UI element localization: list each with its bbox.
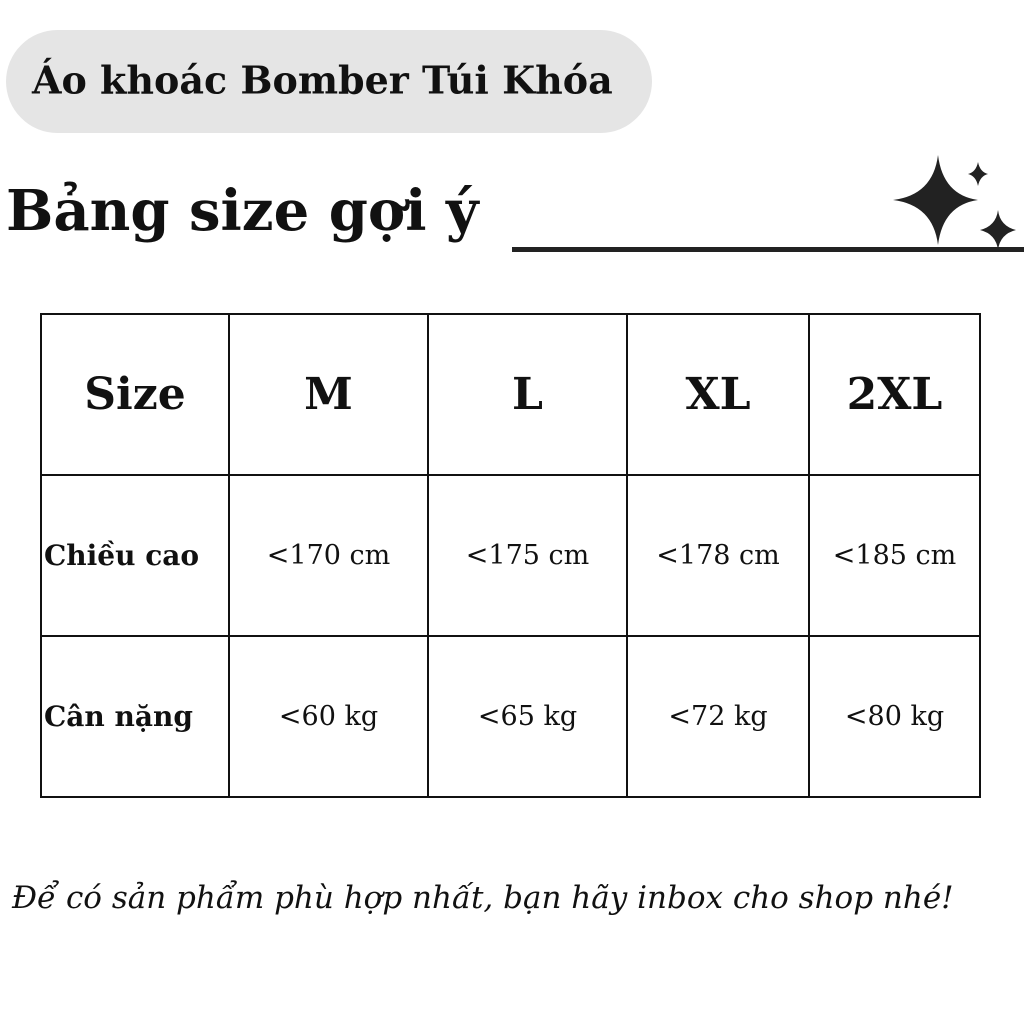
table-cell: <80 kg	[808, 635, 981, 798]
product-title-pill: Áo khoác Bomber Túi Khóa	[6, 30, 652, 133]
table-cell: <185 cm	[808, 474, 981, 637]
row-label: Cân nặng	[40, 635, 230, 798]
header-size: Size	[40, 313, 230, 476]
header-2xl: 2XL	[808, 313, 981, 476]
page-title: Bảng size gợi ý	[6, 178, 479, 244]
row-label: Chiều cao	[40, 474, 230, 637]
table-cell: <170 cm	[228, 474, 429, 637]
table-row: Cân nặng <60 kg <65 kg <72 kg <80 kg	[40, 635, 981, 798]
header-m: M	[228, 313, 429, 476]
table-cell: <72 kg	[626, 635, 810, 798]
product-title: Áo khoác Bomber Túi Khóa	[32, 57, 613, 103]
header-xl: XL	[626, 313, 810, 476]
sparkle-icon	[893, 155, 1016, 250]
table-cell: <65 kg	[427, 635, 628, 798]
header-l: L	[427, 313, 628, 476]
table-header-row: Size M L XL 2XL	[40, 313, 981, 476]
footer-note: Để có sản phẩm phù hợp nhất, bạn hãy inb…	[12, 880, 954, 916]
table-cell: <60 kg	[228, 635, 429, 798]
table-cell: <175 cm	[427, 474, 628, 637]
table-cell: <178 cm	[626, 474, 810, 637]
size-table: Size M L XL 2XL Chiều cao <170 cm <175 c…	[40, 313, 981, 798]
divider	[512, 247, 1024, 252]
table-row: Chiều cao <170 cm <175 cm <178 cm <185 c…	[40, 474, 981, 637]
